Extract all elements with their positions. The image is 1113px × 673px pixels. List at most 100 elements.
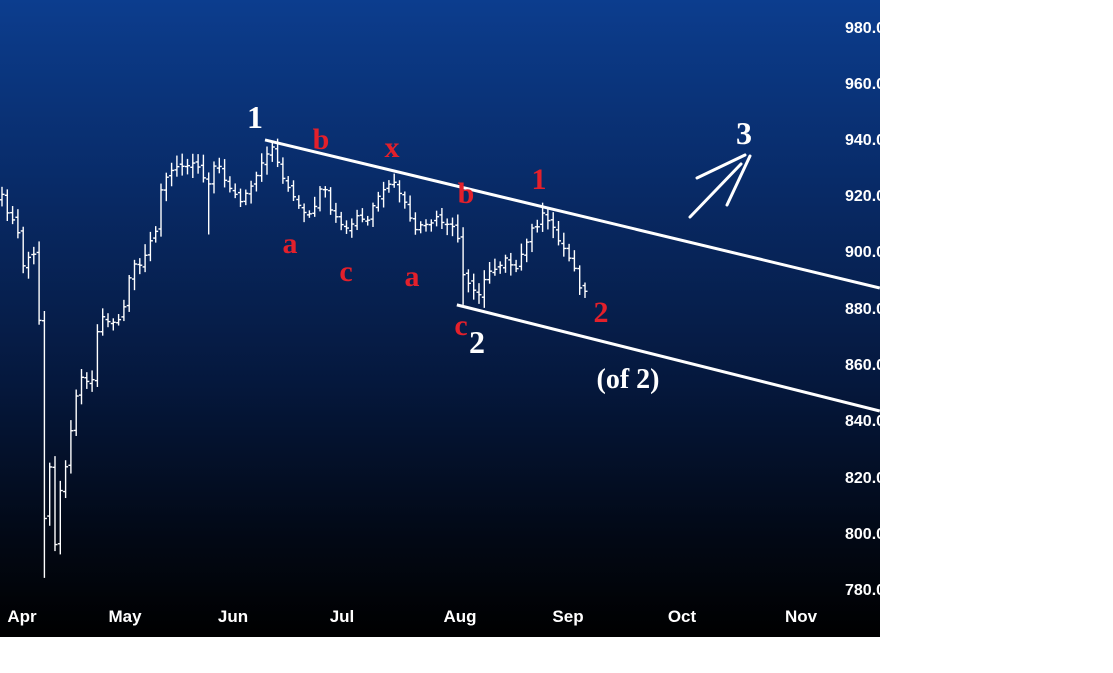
ohlc-bar <box>147 231 153 262</box>
ohlc-bar <box>52 456 58 552</box>
ohlc-bar <box>238 188 243 208</box>
trendlines <box>264 138 880 413</box>
ohlc-bar <box>280 157 286 184</box>
ohlc-bar <box>20 226 26 274</box>
ohlc-bar <box>306 210 312 218</box>
ohlc-bar <box>195 154 201 174</box>
ohlc-bar <box>407 195 413 222</box>
ohlc-bar <box>68 420 74 474</box>
y-tick-label: 860.00 <box>845 357 880 374</box>
arrow-line <box>725 154 752 207</box>
ohlc-bar <box>259 153 265 182</box>
ohlc-bar <box>338 211 344 231</box>
x-tick-label: Jun <box>217 607 249 626</box>
ohlc-bar <box>291 180 296 202</box>
y-tick-label: 880.00 <box>845 301 880 318</box>
ohlc-bar <box>36 241 42 325</box>
ohlc-bar <box>550 212 556 239</box>
ohlc-bar <box>94 324 100 387</box>
ohlc-bar <box>206 172 212 235</box>
ohlc-bar <box>296 195 302 209</box>
ohlc-bar <box>487 262 493 284</box>
wave-note-of-2: (of 2) <box>596 364 660 395</box>
arrow-line <box>695 153 747 180</box>
ohlc-bar <box>460 227 466 305</box>
ohlc-bar <box>328 187 334 215</box>
ohlc-bar <box>418 221 424 234</box>
ohlc-bar <box>518 243 524 271</box>
ohlc-bar <box>116 314 122 326</box>
lower-channel-trendline <box>456 303 880 413</box>
wave-label-2-red: 2 <box>593 296 609 329</box>
upper-channel-trendline <box>264 138 880 290</box>
wave-label-b: b <box>457 177 475 210</box>
ohlc-bar <box>126 275 132 312</box>
ohlc-bar <box>253 171 259 192</box>
ohlc-bar <box>312 196 318 217</box>
ohlc-bar <box>10 206 16 225</box>
ohlc-bar <box>497 261 503 274</box>
ohlc-bar <box>577 265 583 295</box>
ohlc-bar <box>434 210 440 227</box>
ohlc-bar <box>89 370 95 392</box>
ohlc-bar <box>556 221 561 246</box>
ohlc-bar <box>503 254 508 273</box>
ohlc-bar <box>4 189 10 222</box>
ohlc-bar <box>169 162 175 187</box>
ohlc-bar <box>375 191 381 212</box>
ohlc-bar <box>179 153 185 176</box>
ohlc-bar <box>105 313 111 328</box>
ohlc-bar <box>243 189 249 206</box>
wave-label-x: x <box>384 131 400 164</box>
ohlc-bar <box>534 219 540 233</box>
wave-label-a: a <box>404 260 420 293</box>
ohlc-bar <box>397 180 402 203</box>
wave-label-3: 3 <box>736 115 752 151</box>
ohlc-bar <box>455 214 461 243</box>
ohlc-bar <box>476 283 482 304</box>
x-tick-label: Apr <box>7 607 37 626</box>
x-tick-label: Sep <box>552 607 584 626</box>
ohlc-bar <box>110 318 116 331</box>
y-tick-label: 800.00 <box>845 526 880 543</box>
ohlc-bar <box>0 186 5 207</box>
ohlc-bar <box>142 244 148 273</box>
ohlc-bar <box>285 176 291 192</box>
ohlc-bar <box>492 258 498 276</box>
ohlc-bar <box>428 219 434 232</box>
ohlc-bar <box>450 217 455 237</box>
ohlc-bar <box>269 140 275 162</box>
ohlc-bar <box>444 218 450 236</box>
x-tick-label: Aug <box>443 607 477 626</box>
wave-label-b: b <box>312 123 330 156</box>
ohlc-bar <box>333 202 339 223</box>
ohlc-bar <box>365 215 371 226</box>
price-chart: 980.00 960.00 940.00 920.00 900.00 880.0… <box>0 0 880 637</box>
ohlc-bar <box>370 202 376 227</box>
ohlc-bar <box>100 308 106 336</box>
wave-label-1: 1 <box>247 99 263 135</box>
ohlc-bar <box>545 208 551 230</box>
y-tick-label: 900.00 <box>845 244 880 261</box>
ohlc-bar <box>354 209 360 231</box>
ohlc-bar <box>412 212 418 235</box>
y-tick-label: 920.00 <box>845 188 880 205</box>
ohlc-bar <box>222 159 228 188</box>
ohlc-bar <box>79 369 84 405</box>
ohlc-bar <box>232 183 238 199</box>
ohlc-bar <box>211 161 217 194</box>
y-tick-label: 820.00 <box>845 470 880 487</box>
x-tick-label: Nov <box>784 607 818 626</box>
y-tick-label: 840.00 <box>845 413 880 430</box>
ohlc-bar <box>344 220 349 234</box>
ohlc-bar <box>381 181 387 208</box>
ohlc-bar <box>163 172 169 202</box>
ohlc-bar <box>174 155 180 177</box>
ohlc-bar <box>524 238 530 263</box>
wave-label-c: c <box>339 255 353 288</box>
ohlc-bar <box>423 219 429 232</box>
ohlc-bar <box>190 153 196 178</box>
ohlc-bar <box>582 282 588 298</box>
arrow-line <box>688 162 743 219</box>
ohlc-bar <box>185 158 190 175</box>
